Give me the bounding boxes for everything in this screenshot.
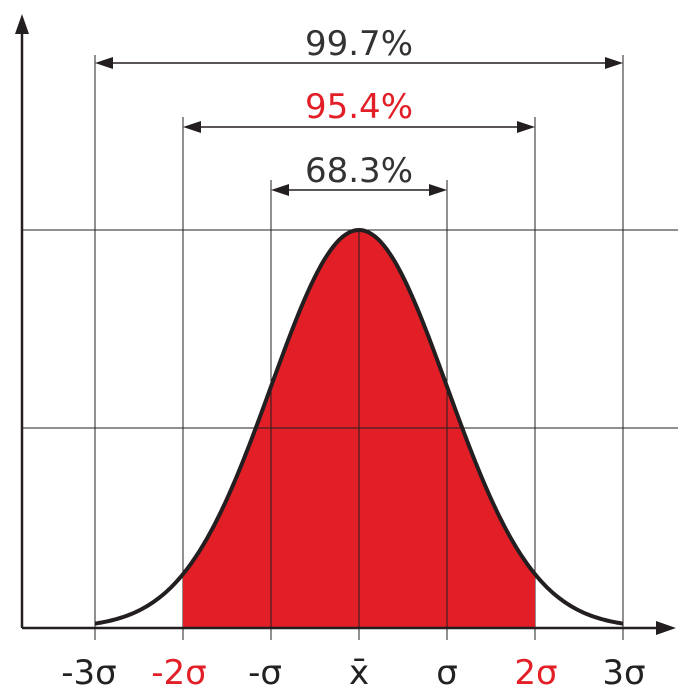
range-label-1sigma: 68.3%	[305, 151, 413, 191]
range-label-2sigma: 95.4%	[305, 87, 413, 127]
tick-label-pos2sigma: 2σ	[514, 653, 557, 693]
tick-label-neg1sigma: -σ	[248, 653, 282, 693]
range-label-3sigma: 99.7%	[305, 24, 413, 64]
tick-label-mean: x̄	[349, 653, 369, 693]
range-arrow-2sigma	[183, 121, 535, 133]
bell-curve	[94, 227, 624, 626]
tick-label-pos1sigma: σ	[436, 653, 458, 693]
x-axis-arrow-icon	[656, 621, 676, 635]
tick-label-neg3sigma: -3σ	[61, 653, 116, 693]
range-arrow-1sigma	[271, 184, 447, 196]
y-axis-arrow-icon	[15, 14, 29, 34]
tick-label-pos3sigma: 3σ	[602, 653, 645, 693]
tick-label-neg2sigma: -2σ	[151, 653, 206, 693]
range-arrow-3sigma	[95, 57, 623, 69]
